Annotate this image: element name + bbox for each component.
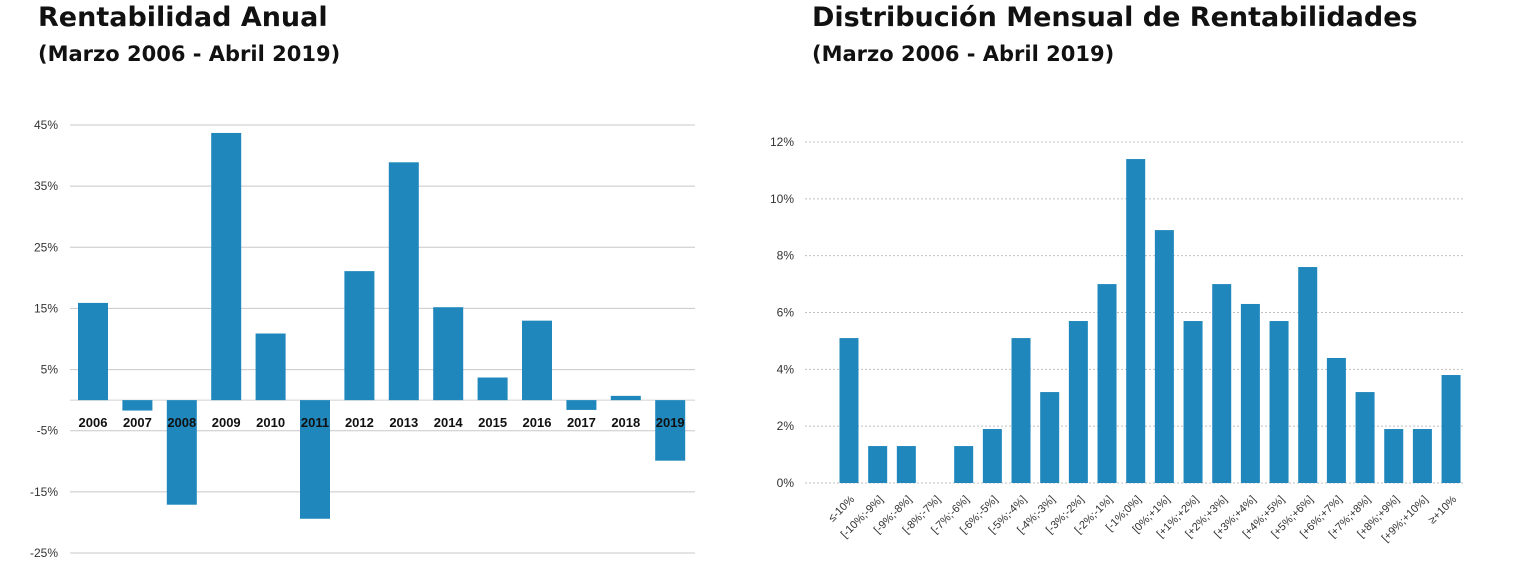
bar-2009 <box>211 132 242 401</box>
bar-2012 <box>344 271 375 401</box>
bar-2016 <box>522 320 552 401</box>
x-tick-label: 2016 <box>523 415 552 430</box>
y-tick-label: 0% <box>777 476 795 490</box>
y-tick-label: 2% <box>777 419 795 433</box>
chart1-subtitle: (Marzo 2006 - Abril 2019) <box>38 42 341 66</box>
x-tick-label: 2011 <box>301 415 329 430</box>
y-tick-label: 45% <box>34 118 58 132</box>
y-tick-label: 6% <box>777 306 795 320</box>
bar-[+8%;+9%] <box>1384 429 1404 483</box>
bar-[+6%;+7%] <box>1326 357 1346 483</box>
x-tick-label: 2009 <box>212 415 241 430</box>
y-tick-label: 35% <box>34 179 58 193</box>
bar-2006 <box>78 302 108 401</box>
bar-[+5%;+6%] <box>1298 267 1318 483</box>
bar-2010 <box>255 333 286 401</box>
x-tick-label: 2013 <box>389 415 418 430</box>
bar-[+2%;+3%] <box>1212 284 1232 483</box>
x-tick-label: 2015 <box>478 415 507 430</box>
bar-[-2%;-1%] <box>1097 284 1117 483</box>
bar-2017 <box>566 400 597 410</box>
bar-2019 <box>655 400 686 461</box>
chart2-subtitle: (Marzo 2006 - Abril 2019) <box>812 42 1115 66</box>
bar-[+7%;+8%] <box>1355 392 1375 483</box>
bar-2013 <box>388 162 419 401</box>
y-tick-label: 4% <box>777 362 795 376</box>
bar-[+9%;+10%] <box>1412 429 1432 483</box>
bar-[+3%;+4%] <box>1240 303 1260 483</box>
y-tick-label: 12% <box>770 135 794 149</box>
chart1-title: Rentabilidad Anual <box>38 2 328 33</box>
x-tick-label: 2008 <box>167 415 196 430</box>
bar-[-6%;-5%] <box>982 429 1002 483</box>
y-tick-label: 25% <box>34 240 58 254</box>
bar-2008 <box>166 400 197 505</box>
x-tick-label: 2012 <box>345 415 374 430</box>
x-tick-label: 2018 <box>611 415 640 430</box>
bar-[-1%;0%] <box>1126 159 1146 484</box>
x-tick-label: 2007 <box>123 415 152 430</box>
bar-≤-10% <box>839 338 859 483</box>
chart2-title: Distribución Mensual de Rentabilidades <box>812 2 1418 33</box>
bar-[-7%;-6%] <box>954 446 974 483</box>
y-tick-label: 5% <box>41 363 59 377</box>
bar-[-3%;-2%] <box>1068 321 1088 483</box>
bar-[0%;+1%] <box>1154 230 1174 483</box>
x-tick-label: 2019 <box>656 415 685 430</box>
bar-2011 <box>300 400 330 519</box>
y-tick-label: -25% <box>30 546 58 560</box>
bar-[+1%;+2%] <box>1183 321 1203 483</box>
bar-≥+10% <box>1441 375 1461 483</box>
bar-2015 <box>477 377 508 401</box>
bar-2014 <box>433 307 464 401</box>
y-tick-label: -5% <box>37 424 59 438</box>
y-tick-label: 15% <box>34 301 58 315</box>
bar-[-10%;-9%] <box>868 446 888 483</box>
bar-[+4%;+5%] <box>1269 321 1289 483</box>
bar-2018 <box>610 395 641 401</box>
bar-[-4%;-3%] <box>1040 392 1060 483</box>
x-tick-label: ≥+10% <box>1426 493 1459 526</box>
x-tick-label: 2014 <box>434 415 464 430</box>
y-tick-label: -15% <box>30 485 58 499</box>
bar-2007 <box>122 400 153 411</box>
bar-[-9%;-8%] <box>896 446 916 483</box>
y-tick-label: 8% <box>777 249 795 263</box>
x-tick-label: 2017 <box>567 415 596 430</box>
y-tick-label: 10% <box>770 192 794 206</box>
x-tick-label: 2006 <box>79 415 108 430</box>
bar-[-5%;-4%] <box>1011 338 1031 483</box>
x-tick-label: 2010 <box>256 415 285 430</box>
